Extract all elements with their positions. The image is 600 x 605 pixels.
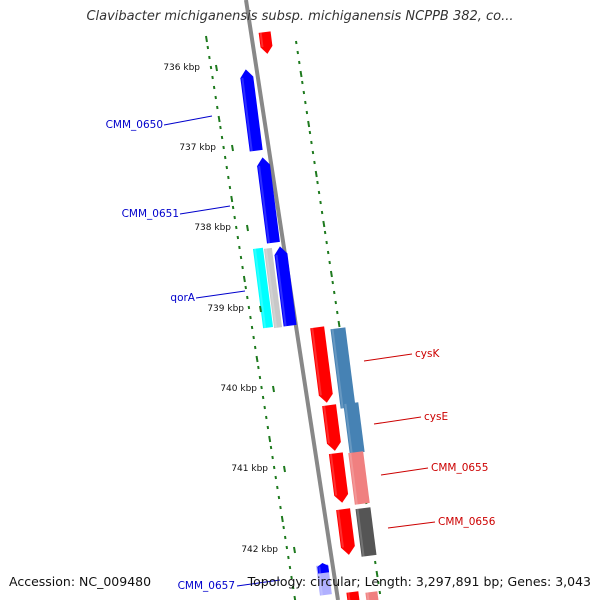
gene-label: CMM_0657 <box>178 580 235 592</box>
tick-label: 740 kbp <box>220 384 257 394</box>
topology-summary: Topology: circular; Length: 3,297,891 bp… <box>248 574 591 589</box>
label-leader <box>164 116 212 125</box>
tick-mark <box>232 145 233 151</box>
gc-dot <box>257 356 258 362</box>
gc-dot <box>323 221 324 227</box>
tick-mark <box>247 225 248 231</box>
tick-mark <box>260 306 261 312</box>
tick-label: 738 kbp <box>194 223 231 233</box>
gc-dot <box>206 36 207 42</box>
gene-features <box>239 31 378 600</box>
label-leader <box>388 522 435 528</box>
gene-label: qorA <box>170 292 195 304</box>
gc-dot <box>219 116 220 122</box>
gene-label: CMM_0656 <box>438 516 496 528</box>
tick-mark <box>294 547 295 553</box>
gc-dot <box>282 516 283 522</box>
accession-text: Accession: NC_009480 <box>9 574 151 589</box>
tick-mark <box>216 65 217 71</box>
tick-label: 736 kbp <box>163 63 200 73</box>
gc-dot <box>316 171 317 177</box>
gc-dot <box>294 596 295 600</box>
gc-dot <box>331 271 332 277</box>
label-leader <box>374 417 421 424</box>
gc-dot <box>301 71 302 77</box>
gc-dot <box>339 321 340 327</box>
gc-dot <box>308 121 309 127</box>
label-leader <box>196 291 245 298</box>
gene-label: cysE <box>424 411 448 423</box>
label-leader <box>180 206 230 214</box>
gene-label: cysK <box>415 348 440 360</box>
label-leader <box>381 468 428 475</box>
tick-label: 739 kbp <box>207 304 244 314</box>
gc-dot <box>269 436 270 442</box>
gc-dot <box>244 276 245 282</box>
gene-label: CMM_0651 <box>122 208 179 220</box>
tick-label: 742 kbp <box>241 545 278 555</box>
tick-label: 737 kbp <box>179 143 216 153</box>
map-title: Clavibacter michiganensis subsp. michiga… <box>0 9 600 24</box>
label-leader <box>364 354 412 361</box>
gene-label: CMM_0655 <box>431 462 488 474</box>
gc-dot <box>231 196 232 202</box>
tick-mark <box>284 466 285 472</box>
tick-label: 741 kbp <box>231 464 268 474</box>
tick-mark <box>273 386 274 392</box>
gene-label: CMM_0650 <box>106 119 163 131</box>
